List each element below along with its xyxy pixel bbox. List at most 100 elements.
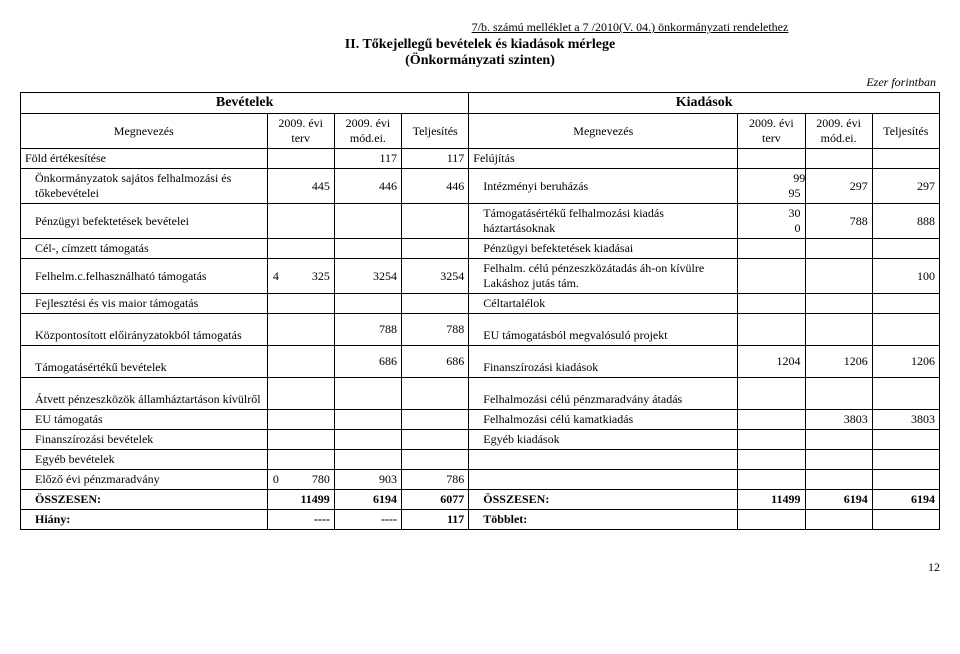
table-cell: 6194 <box>805 490 872 510</box>
table-cell <box>267 239 334 259</box>
table-cell <box>738 378 805 410</box>
table-cell: 0 780 <box>267 470 334 490</box>
attachment-reference: 7/b. számú melléklet a 7 /2010(V. 04.) ö… <box>20 20 940 35</box>
table-cell <box>469 470 738 490</box>
page-number: 12 <box>20 560 940 575</box>
table-cell <box>267 294 334 314</box>
table-cell <box>738 294 805 314</box>
balance-table: Bevételek Kiadások Megnevezés 2009. évi … <box>20 92 940 530</box>
table-cell <box>872 470 939 490</box>
table-cell <box>805 314 872 346</box>
table-cell <box>267 430 334 450</box>
table-cell <box>805 149 872 169</box>
table-cell <box>805 510 872 530</box>
document-title: II. Tőkejellegű bevételek és kiadások mé… <box>20 37 940 53</box>
table-cell <box>805 450 872 470</box>
table-cell <box>805 378 872 410</box>
table-cell: Fejlesztési és vis maior támogatás <box>21 294 268 314</box>
table-cell: Pénzügyi befektetések bevételei <box>21 204 268 239</box>
table-cell <box>805 259 872 294</box>
totals-row: ÖSSZESEN:1149961946077ÖSSZESEN:114996194… <box>21 490 940 510</box>
table-cell: 6194 <box>334 490 401 510</box>
table-row: Pénzügyi befektetések bevételei Támogatás… <box>21 204 940 239</box>
table-cell <box>805 430 872 450</box>
col-telj-right: Teljesítés <box>872 114 939 149</box>
table-row: Egyéb bevételek <box>21 450 940 470</box>
table-row: Támogatásértékű bevételek686686Finanszír… <box>21 346 940 378</box>
table-row: Önkormányzatok sajátos felhalmozási és t… <box>21 169 940 204</box>
table-cell <box>334 204 401 239</box>
table-cell: 11499 <box>267 490 334 510</box>
table-cell <box>402 430 469 450</box>
table-cell <box>872 314 939 346</box>
table-cell: 1204 <box>738 346 805 378</box>
table-cell <box>267 346 334 378</box>
table-cell: 297 <box>872 169 939 204</box>
table-cell <box>738 149 805 169</box>
table-cell: 786 <box>402 470 469 490</box>
table-cell: 903 <box>334 470 401 490</box>
table-row: Előző évi pénzmaradvány0 780903786 <box>21 470 940 490</box>
table-cell <box>267 204 334 239</box>
table-cell: Felhalm. célú pénzeszközátadás áh-on kív… <box>469 259 738 294</box>
table-cell: Központosított előirányzatokból támogatá… <box>21 314 268 346</box>
table-cell: Többlet: <box>469 510 738 530</box>
table-cell <box>805 239 872 259</box>
table-cell: 446 <box>334 169 401 204</box>
table-cell: 3803 <box>872 410 939 430</box>
table-cell <box>872 450 939 470</box>
table-cell: Önkormányzatok sajátos felhalmozási és t… <box>21 169 268 204</box>
table-cell <box>402 239 469 259</box>
table-cell: Felújítás <box>469 149 738 169</box>
table-cell <box>267 450 334 470</box>
table-row: Átvett pénzeszközök államháztartáson kív… <box>21 378 940 410</box>
col-plan-right: 2009. évi terv <box>738 114 805 149</box>
table-cell <box>872 294 939 314</box>
table-cell <box>738 510 805 530</box>
table-cell: 3254 <box>334 259 401 294</box>
table-cell <box>738 259 805 294</box>
table-cell: 788 <box>334 314 401 346</box>
table-cell <box>267 410 334 430</box>
table-cell: 1206 <box>872 346 939 378</box>
table-cell <box>334 430 401 450</box>
table-cell <box>738 314 805 346</box>
table-cell: 117 <box>402 149 469 169</box>
table-cell: 117 <box>334 149 401 169</box>
col-name-right: Megnevezés <box>469 114 738 149</box>
table-cell: Támogatásértékű bevételek <box>21 346 268 378</box>
table-cell <box>872 149 939 169</box>
deficit-row: Hiány:--------117Többlet: <box>21 510 940 530</box>
table-cell <box>872 378 939 410</box>
table-cell: 6194 <box>872 490 939 510</box>
table-cell: Finanszírozási bevételek <box>21 430 268 450</box>
col-plan-left: 2009. évi terv <box>267 114 334 149</box>
table-cell: 297 <box>805 169 872 204</box>
table-cell <box>334 410 401 430</box>
table-cell <box>805 470 872 490</box>
table-cell: ---- <box>267 510 334 530</box>
col-mod-right: 2009. évi mód.ei. <box>805 114 872 149</box>
table-row: Felhelm.c.felhasználható támogatás4 3253… <box>21 259 940 294</box>
table-cell <box>738 470 805 490</box>
table-cell <box>738 450 805 470</box>
table-cell: Egyéb bevételek <box>21 450 268 470</box>
table-cell: 446 <box>402 169 469 204</box>
table-cell: 6077 <box>402 490 469 510</box>
table-cell <box>334 294 401 314</box>
table-row: Finanszírozási bevételekEgyéb kiadások <box>21 430 940 450</box>
table-cell: Támogatásértékű felhalmozási kiadás házt… <box>469 204 738 239</box>
table-cell: 686 <box>402 346 469 378</box>
table-cell <box>402 410 469 430</box>
table-row: Fejlesztési és vis maior támogatás Céltar… <box>21 294 940 314</box>
table-cell: Céltartalélok <box>469 294 738 314</box>
table-cell <box>267 314 334 346</box>
table-cell: Intézményi beruházás <box>469 169 738 204</box>
table-cell: 1206 <box>805 346 872 378</box>
table-cell: Föld értékesítése <box>21 149 268 169</box>
table-cell <box>805 294 872 314</box>
table-cell: Felhelm.c.felhasználható támogatás <box>21 259 268 294</box>
expenses-header: Kiadások <box>469 93 940 114</box>
table-cell: 30 0 <box>738 204 805 239</box>
table-cell: 686 <box>334 346 401 378</box>
